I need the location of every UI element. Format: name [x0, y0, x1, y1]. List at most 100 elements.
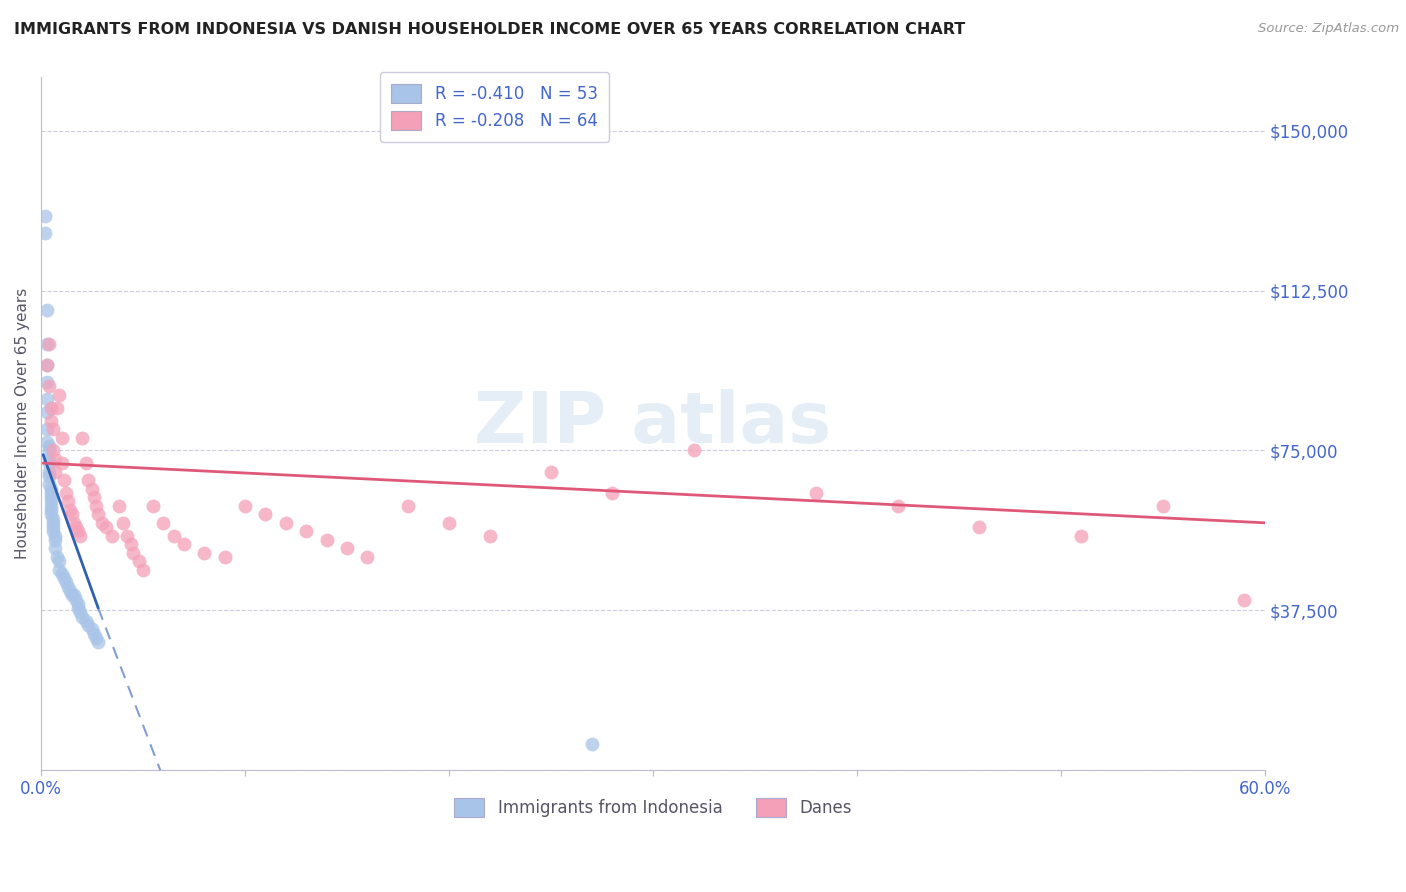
Point [51, 431, 73, 445]
Point [39, 494, 62, 508]
Point [37, 302, 59, 317]
Point [295, 524, 318, 539]
Point [1233, 592, 1256, 607]
Point [111, 516, 134, 530]
Point [163, 528, 186, 542]
Point [37, 392, 59, 407]
Point [66, 601, 89, 615]
Point [315, 533, 337, 547]
Point [51, 566, 73, 581]
Point [39, 508, 62, 522]
Point [478, 528, 501, 542]
Point [39, 482, 62, 496]
Point [600, 486, 623, 500]
Point [37, 375, 59, 389]
Point [48, 554, 70, 568]
Point [77, 473, 100, 487]
Point [37, 434, 59, 449]
Point [34, 209, 56, 223]
Point [70, 431, 93, 445]
Point [60, 588, 83, 602]
Point [84, 499, 107, 513]
Point [46, 401, 69, 415]
Text: Source: ZipAtlas.com: Source: ZipAtlas.com [1258, 22, 1399, 36]
Point [52, 473, 75, 487]
Point [101, 528, 124, 542]
Point [38, 477, 60, 491]
Point [66, 524, 89, 539]
Point [396, 499, 419, 513]
Point [39, 413, 62, 427]
Point [51, 456, 73, 470]
Point [38, 439, 60, 453]
Point [42, 520, 65, 534]
Point [84, 631, 107, 645]
Point [62, 588, 84, 602]
Point [59, 503, 82, 517]
Point [44, 533, 66, 547]
Point [48, 388, 70, 402]
Point [44, 541, 66, 556]
Point [52, 571, 75, 585]
Point [96, 520, 118, 534]
Point [804, 486, 827, 500]
Point [39, 503, 62, 517]
Point [80, 623, 103, 637]
Legend: Immigrants from Indonesia, Danes: Immigrants from Indonesia, Danes [447, 791, 858, 824]
Point [274, 516, 297, 530]
Point [42, 516, 65, 530]
Point [80, 482, 103, 496]
Point [42, 511, 65, 525]
Text: ZIP atlas: ZIP atlas [474, 389, 831, 458]
Point [142, 499, 165, 513]
Point [682, 443, 704, 458]
Point [193, 546, 215, 560]
Point [69, 528, 91, 542]
Point [37, 422, 59, 436]
Point [83, 626, 105, 640]
Point [37, 358, 59, 372]
Point [37, 358, 59, 372]
Point [37, 405, 59, 419]
Point [39, 490, 62, 504]
Point [581, 738, 603, 752]
Point [39, 401, 62, 415]
Point [66, 597, 89, 611]
Point [152, 516, 174, 530]
Point [132, 563, 155, 577]
Point [87, 635, 110, 649]
Point [34, 226, 56, 240]
Text: IMMIGRANTS FROM INDONESIA VS DANISH HOUSEHOLDER INCOME OVER 65 YEARS CORRELATION: IMMIGRANTS FROM INDONESIA VS DANISH HOUS… [14, 22, 966, 37]
Point [115, 528, 138, 542]
Point [336, 541, 359, 556]
Point [437, 516, 460, 530]
Point [39, 486, 62, 500]
Point [886, 499, 908, 513]
Point [44, 528, 66, 542]
Point [59, 584, 82, 599]
Point [91, 516, 114, 530]
Point [62, 516, 84, 530]
Point [233, 499, 256, 513]
Point [42, 524, 65, 539]
Point [214, 549, 236, 564]
Point [38, 379, 60, 393]
Point [65, 520, 87, 534]
Point [38, 456, 60, 470]
Point [122, 546, 145, 560]
Point [967, 520, 990, 534]
Point [46, 549, 69, 564]
Point [38, 443, 60, 458]
Point [65, 592, 87, 607]
Point [69, 605, 91, 619]
Point [55, 575, 77, 590]
Point [56, 494, 79, 508]
Point [38, 336, 60, 351]
Point [120, 537, 142, 551]
Point [48, 563, 70, 577]
Point [38, 451, 60, 466]
Point [60, 508, 83, 522]
Point [77, 618, 100, 632]
Point [38, 465, 60, 479]
Point [38, 469, 60, 483]
